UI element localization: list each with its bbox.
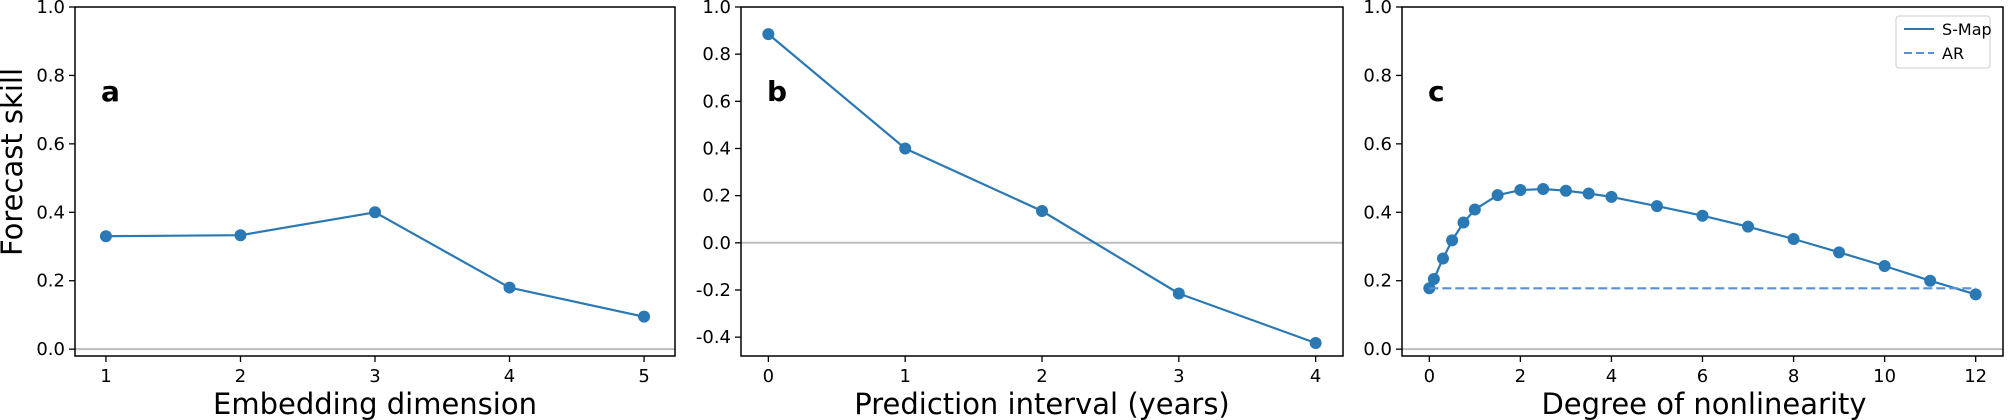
panel-c-series-s-map-point <box>1650 200 1663 213</box>
panel-a-x-tick-label: 2 <box>235 366 246 387</box>
panel-c-x-tick-label: 4 <box>1606 366 1617 387</box>
panel-c-series-s-map-point <box>1514 184 1527 197</box>
panel-b-y-tick-label: 0.2 <box>702 186 731 207</box>
panel-b-plot-area: 0 1 2 3 4 -0.4 -0.2 0.0 0.2 0.4 0.6 0.8 1.0 <box>696 0 1344 387</box>
panel-b-y-tick-label: 0.0 <box>702 233 731 254</box>
panel-c-plot-area: 0 2 4 6 8 10 12 0.0 0.2 0.4 0.6 0.8 1.0 <box>1363 0 2004 387</box>
panel-c-y-tick-label: 0.4 <box>1363 202 1392 223</box>
panel-a-y-tick-label: 0.6 <box>36 134 65 155</box>
panel-c-series-s-map-point <box>1605 190 1618 203</box>
panel-a-y-tick-label: 0.0 <box>36 339 65 360</box>
panel-a-series-0-point <box>638 310 651 323</box>
panel-a-letter: a <box>101 75 120 108</box>
panel-a-series-0-point <box>503 281 516 294</box>
panel-b-series-0-point <box>1172 287 1185 300</box>
panel-a-x-tick-label: 1 <box>100 366 111 387</box>
panel-c-x-tick-label: 2 <box>1515 366 1526 387</box>
panel-c-series-s-map-point <box>1446 234 1459 247</box>
panel-c-y-tick-label: 0.8 <box>1363 65 1392 86</box>
panel-c-series-s-map-point <box>1696 209 1709 222</box>
panel-c-series-s-map-point <box>1878 260 1891 273</box>
panel-c-letter: c <box>1428 75 1445 108</box>
legend: S-Map AR <box>1895 15 1992 69</box>
legend-ar-label: AR <box>1942 44 1964 63</box>
panel-a-x-tick-label: 4 <box>504 366 515 387</box>
panel-c-y-tick-label: 0.0 <box>1363 339 1392 360</box>
panel-b-x-tick-label: 2 <box>1036 366 1047 387</box>
panel-a-y-tick-label: 0.4 <box>36 202 65 223</box>
panel-b-series-0-point <box>1309 337 1322 350</box>
panel-b-xlabel: Prediction interval (years) <box>854 387 1230 420</box>
panel-b-y-tick-label: 0.4 <box>702 138 731 159</box>
panel-c-x-tick-label: 0 <box>1424 366 1435 387</box>
panel-b-x-tick-label: 0 <box>763 366 774 387</box>
panel-c-series-s-map-point <box>1787 232 1800 245</box>
panel-a-y-tick-label: 0.8 <box>36 65 65 86</box>
panel-c-series-s-map-point <box>1582 187 1595 200</box>
panel-a-series-0-point <box>369 206 381 219</box>
panel-b-y-tick-label: 0.6 <box>702 91 731 112</box>
panel-b-y-tick-label: -0.2 <box>696 280 731 301</box>
panel-c-series-s-map-point <box>1491 189 1504 202</box>
panel-c-series-s-map-point <box>1924 274 1937 287</box>
panel-c-y-tick-label: 1.0 <box>1363 0 1392 18</box>
shared-ylabel: Forecast skill <box>0 68 29 256</box>
panel-c-series-s-map-point <box>1559 184 1572 197</box>
panel-c-series-s-map-point <box>1436 252 1449 265</box>
panel-c-series-s-map-point <box>1457 216 1470 229</box>
panel-a-y-tick-label: 0.2 <box>36 271 65 292</box>
panel-c-xlabel: Degree of nonlinearity <box>1541 387 1866 420</box>
panel-c-y-tick-label: 0.6 <box>1363 134 1392 155</box>
panel-c-series-s-map-point <box>1468 203 1481 216</box>
panel-b-x-tick-label: 4 <box>1310 366 1321 387</box>
panel-c-y-tick-label: 0.2 <box>1363 271 1392 292</box>
legend-smap-label: S-Map <box>1942 20 1992 39</box>
panel-a-y-tick-label: 1.0 <box>36 0 65 18</box>
panel-a-plot-area: 1 2 3 4 5 0.0 0.2 0.4 0.6 0.8 1.0 <box>36 0 676 387</box>
panel-b-x-tick-label: 1 <box>899 366 910 387</box>
panel-b-y-tick-label: 1.0 <box>702 0 731 18</box>
panel-c-series-s-map-point <box>1742 220 1755 233</box>
panel-a-x-tick-label: 3 <box>369 366 380 387</box>
panel-b-series-0-point <box>762 28 775 41</box>
panel-a: 1 2 3 4 5 0.0 0.2 0.4 0.6 0.8 1.0 a Embedding dime… <box>36 0 676 420</box>
panel-b-letter: b <box>767 75 787 108</box>
panel-b-x-tick-label: 3 <box>1173 366 1184 387</box>
panel-b-y-tick-label: 0.8 <box>702 44 731 65</box>
panel-c-x-tick-label: 12 <box>1964 366 1987 387</box>
panel-c-series-s-map-point <box>1969 288 1982 301</box>
panel-b: 0 1 2 3 4 -0.4 -0.2 0.0 0.2 0.4 0.6 0.8 1.0 b Predic… <box>696 0 1344 420</box>
panel-c-series-s-map-point <box>1427 273 1440 286</box>
panel-a-series-0-point <box>234 229 247 242</box>
panel-a-series-0-point <box>99 230 112 243</box>
panel-b-y-tick-label: -0.4 <box>696 327 731 348</box>
panel-c-series-s-map-point <box>1537 183 1550 196</box>
panel-b-series-0-point <box>899 142 912 155</box>
panel-c-x-tick-label: 6 <box>1697 366 1708 387</box>
panel-a-x-tick-label: 5 <box>638 366 649 387</box>
panel-c-x-tick-label: 8 <box>1788 366 1799 387</box>
panel-b-series-0-point <box>1036 204 1048 217</box>
panel-c: 0 2 4 6 8 10 12 0.0 0.2 0.4 0.6 0.8 1.0 c Degree of … <box>1363 0 2004 420</box>
panel-c-series-s-map-point <box>1833 246 1846 259</box>
panel-c-x-tick-label: 10 <box>1873 366 1896 387</box>
panel-a-xlabel: Embedding dimension <box>213 387 537 420</box>
